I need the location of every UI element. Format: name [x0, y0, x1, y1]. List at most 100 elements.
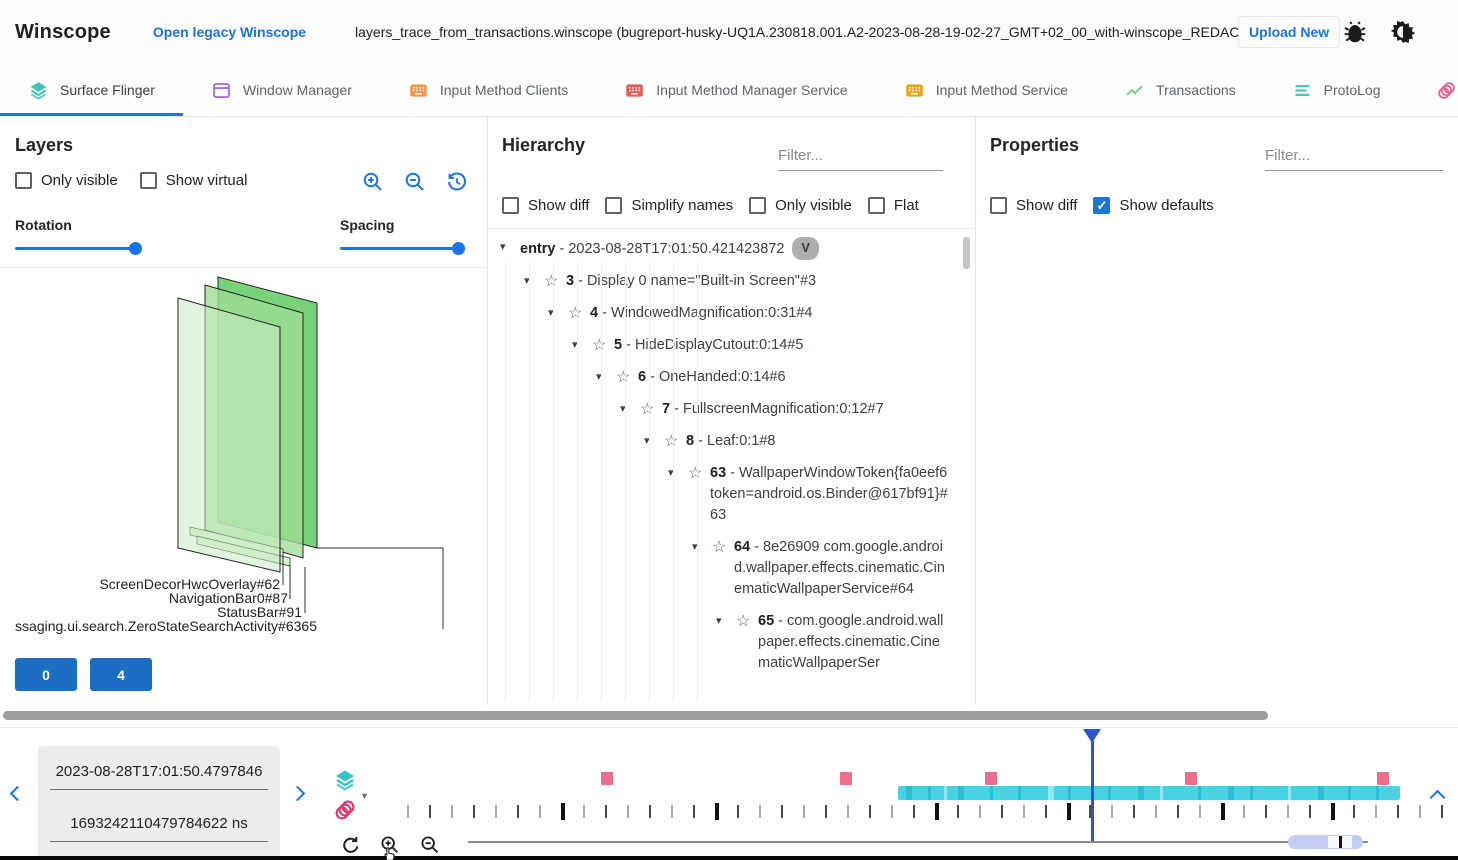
surface-flinger-track[interactable] — [898, 786, 1400, 800]
trace-entry-segment — [1018, 786, 1021, 800]
star-icon[interactable]: ☆ — [544, 273, 559, 290]
expand-arrow-icon[interactable]: ▾ — [572, 339, 578, 351]
tree-node-6[interactable]: ▾ ☆ 6 - OneHanded:0:14#6 — [488, 367, 956, 388]
checkbox-flat[interactable]: Flat — [867, 197, 919, 214]
star-icon[interactable]: ☆ — [616, 369, 631, 386]
tree-node-label: 63 - WallpaperWindowToken{fa0eef6 token=… — [710, 465, 948, 523]
tab-input-method-service[interactable]: Input Method Service — [876, 64, 1096, 116]
checkbox-simplify-names[interactable]: Simplify names — [605, 197, 733, 214]
tree-node-7[interactable]: ▾ ☆ 7 - FullscreenMagnification:0:12#7 — [488, 399, 956, 420]
star-icon[interactable]: ☆ — [664, 433, 679, 450]
surface-flinger-trace-icon[interactable] — [333, 768, 357, 792]
star-icon[interactable]: ☆ — [688, 465, 703, 482]
zoom-range-slider[interactable] — [1288, 835, 1363, 849]
rotation-thumb[interactable] — [129, 242, 142, 255]
star-icon[interactable]: ☆ — [736, 613, 751, 630]
checkbox-unchecked-icon[interactable] — [867, 197, 885, 214]
transition-marker[interactable] — [1185, 772, 1197, 785]
reset-view-history-icon[interactable] — [445, 170, 469, 194]
checkbox-show-virtual[interactable]: Show virtual — [139, 172, 247, 189]
tree-node-8[interactable]: ▾ ☆ 8 - Leaf:0:1#8 — [488, 431, 956, 452]
expand-arrow-icon[interactable]: ▾ — [548, 307, 554, 319]
expand-arrow-icon[interactable]: ▾ — [692, 541, 698, 553]
dark-mode-icon[interactable] — [1390, 19, 1416, 45]
timeline-cursor-head[interactable] — [1083, 729, 1101, 743]
tree-node-63[interactable]: ▾ ☆ 63 - WallpaperWindowToken{fa0eef6 toke… — [488, 463, 956, 526]
transition-marker[interactable] — [1377, 772, 1389, 785]
tree-node-3[interactable]: ▾ ☆ 3 - Display 0 name="Built-in Screen"#3 — [488, 271, 956, 292]
ruler-tick — [539, 805, 541, 818]
expand-arrow-icon[interactable]: ▾ — [524, 275, 530, 287]
tree-node-5[interactable]: ▾ ☆ 5 - HideDisplayCutout:0:14#5 — [488, 335, 956, 356]
spacing-thumb[interactable] — [452, 242, 465, 255]
checkbox-unchecked-icon[interactable] — [605, 197, 623, 214]
ruler-tick — [1419, 805, 1421, 818]
next-entry-chevron[interactable] — [289, 785, 306, 802]
timeline-zoom-out-icon[interactable] — [419, 834, 441, 856]
timestamp-human-input[interactable] — [50, 755, 268, 790]
expand-arrow-icon[interactable]: ▾ — [500, 241, 506, 253]
checkbox-unchecked-icon[interactable] — [15, 172, 32, 189]
checkbox-show-diff[interactable]: Show diff — [990, 197, 1077, 214]
checkbox-show-defaults[interactable]: ✓ Show defaults — [1093, 197, 1214, 214]
ruler-tick — [957, 805, 959, 818]
tab-tra[interactable]: Tra — [1408, 64, 1458, 116]
expand-arrow-icon[interactable]: ▾ — [644, 435, 650, 447]
expand-arrow-icon[interactable]: ▾ — [596, 371, 602, 383]
tree-node-entry[interactable]: ▾ entry - 2023-08-28T17:01:50.421423872 V — [488, 237, 956, 260]
zoom-out-icon[interactable] — [403, 170, 427, 194]
display-button-4[interactable]: 4 — [90, 658, 152, 691]
tab-surface-flinger[interactable]: Surface Flinger — [0, 64, 183, 116]
transition-marker[interactable] — [985, 772, 997, 785]
horizontal-scrollbar[interactable] — [3, 711, 1268, 720]
tree-guide-line — [649, 263, 650, 701]
bug-report-icon[interactable] — [1342, 19, 1368, 45]
tab-input-method-manager-service[interactable]: Input Method Manager Service — [596, 64, 875, 116]
checkbox-unchecked-icon[interactable] — [990, 197, 1007, 214]
tab-protolog[interactable]: ProtoLog — [1264, 64, 1409, 116]
trace-dropdown-icon[interactable]: ▾ — [362, 791, 368, 802]
properties-filter-input[interactable] — [1265, 145, 1443, 171]
star-icon[interactable]: ☆ — [640, 401, 655, 418]
star-icon[interactable]: ☆ — [712, 539, 727, 556]
expand-arrow-icon[interactable]: ▾ — [716, 615, 722, 627]
transitions-trace-icon[interactable] — [333, 798, 357, 822]
transition-marker[interactable] — [840, 772, 852, 785]
transition-marker[interactable] — [601, 772, 613, 785]
checkbox-unchecked-icon[interactable] — [139, 172, 157, 189]
refresh-icon[interactable] — [340, 834, 362, 856]
expand-arrow-icon[interactable]: ▾ — [620, 403, 626, 415]
hierarchy-scrollbar[interactable] — [963, 237, 970, 269]
tab-transactions[interactable]: Transactions — [1096, 64, 1264, 116]
ruler-tick — [473, 805, 475, 818]
checkbox-unchecked-icon[interactable] — [502, 197, 519, 214]
previous-entry-chevron[interactable] — [9, 785, 26, 802]
checkbox-show-diff[interactable]: Show diff — [502, 197, 589, 214]
checkbox-unchecked-icon[interactable] — [749, 197, 767, 214]
timestamp-ns-input[interactable] — [50, 807, 268, 842]
layers-3d-view[interactable]: ScreenDecorHwcOverlay#62NavigationBar0#8… — [0, 267, 487, 667]
expand-arrow-icon[interactable]: ▾ — [668, 467, 674, 479]
trace-entry-segment — [1318, 786, 1324, 800]
properties-checkboxes: Show diff ✓ Show defaults — [990, 197, 1214, 214]
open-legacy-link[interactable]: Open legacy Winscope — [152, 24, 307, 40]
zoom-in-icon[interactable] — [361, 170, 385, 194]
checkbox-only-visible[interactable]: Only visible — [749, 197, 852, 214]
tree-node-64[interactable]: ▾ ☆ 64 - 8e26909 com.google.android.wallpa… — [488, 537, 956, 600]
upload-new-button[interactable]: Upload New — [1238, 16, 1341, 48]
star-icon[interactable]: ☆ — [568, 305, 583, 322]
spacing-track[interactable] — [340, 242, 470, 255]
checkbox-checked-icon[interactable]: ✓ — [1093, 197, 1111, 214]
rotation-track[interactable] — [15, 242, 145, 255]
star-icon[interactable]: ☆ — [592, 337, 607, 354]
tree-node-4[interactable]: ▾ ☆ 4 - WindowedMagnification:0:31#4 — [488, 303, 956, 324]
tab-input-method-clients[interactable]: Input Method Clients — [380, 64, 596, 116]
timeline-cursor[interactable] — [1090, 741, 1094, 841]
hierarchy-filter-input[interactable] — [778, 145, 943, 171]
checkbox-only-visible[interactable]: Only visible — [15, 172, 118, 189]
tab-window-manager[interactable]: Window Manager — [183, 64, 380, 116]
display-button-0[interactable]: 0 — [15, 658, 77, 691]
expand-timeline-chevron[interactable] — [1429, 789, 1446, 806]
tree-guide-line — [673, 263, 674, 701]
tree-node-65[interactable]: ▾ ☆ 65 - com.google.android.wallpaper.effe… — [488, 611, 956, 674]
